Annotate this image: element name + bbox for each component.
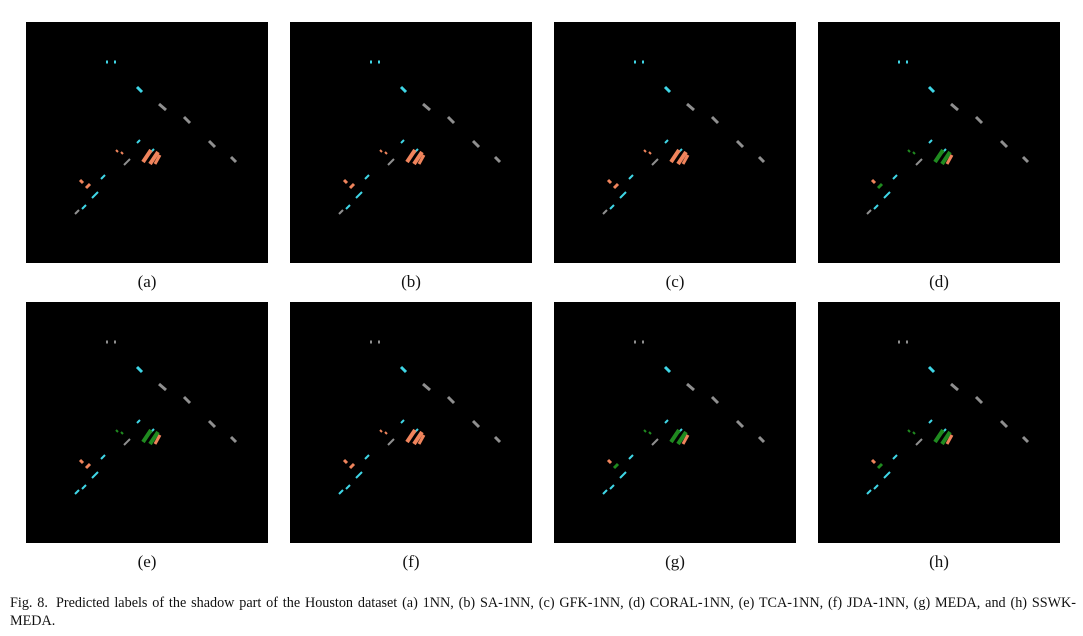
panel-a <box>26 22 268 263</box>
panel-c <box>554 22 796 263</box>
panel-f <box>290 302 532 543</box>
figure-caption: Fig. 8. Predicted labels of the shadow pa… <box>10 594 1076 630</box>
panel-g <box>554 302 796 543</box>
caption-label: Fig. 8. <box>10 595 48 611</box>
label-map-svg <box>74 60 238 215</box>
label-map-svg <box>602 60 766 215</box>
predicted-label-map <box>818 22 1060 263</box>
predicted-label-map <box>26 302 268 543</box>
panel-label: (d) <box>929 272 949 291</box>
panel-label: (g) <box>665 552 685 571</box>
predicted-label-map <box>26 22 268 263</box>
predicted-label-map <box>554 22 796 263</box>
panel-h <box>818 302 1060 543</box>
caption-text: Predicted labels of the shadow part of t… <box>10 595 1076 629</box>
label-map-svg <box>866 60 1030 215</box>
panel-b <box>290 22 532 263</box>
panel-label: (f) <box>402 552 420 571</box>
panel-label: (e) <box>137 552 157 571</box>
predicted-label-map <box>818 302 1060 543</box>
panel-label: (a) <box>137 272 157 291</box>
panel-label: (h) <box>929 552 949 571</box>
panel-e <box>26 302 268 543</box>
label-map-svg <box>74 340 238 495</box>
label-map-svg <box>602 340 766 495</box>
panel-label: (b) <box>401 272 421 291</box>
label-map-svg <box>338 60 502 215</box>
predicted-label-map <box>290 22 532 263</box>
label-map-svg <box>866 340 1030 495</box>
panel-d <box>818 22 1060 263</box>
predicted-label-map <box>554 302 796 543</box>
panel-label: (c) <box>665 272 685 291</box>
label-map-svg <box>338 340 502 495</box>
predicted-label-map <box>290 302 532 543</box>
